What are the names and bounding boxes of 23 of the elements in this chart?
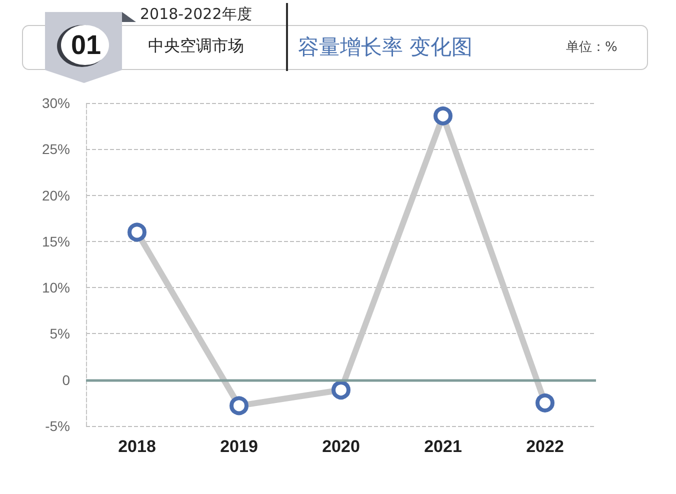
- chart-subtitle: 中央空调市场: [148, 36, 244, 56]
- point: [434, 106, 452, 126]
- y-tick-label: 0: [62, 372, 70, 388]
- y-tick-label: -5%: [45, 418, 70, 434]
- y-tick-label: 10%: [42, 280, 70, 296]
- text: 01: [70, 29, 102, 61]
- chart-title: 容量增长率 变化图: [298, 34, 473, 61]
- y-tick-label: 20%: [42, 187, 70, 204]
- x-tick-label: 2022: [526, 437, 564, 456]
- point: [128, 222, 146, 242]
- point: [332, 380, 350, 400]
- y-tick-label: 5%: [50, 326, 70, 342]
- x-tick-label: 2019: [220, 437, 258, 456]
- point: [230, 396, 248, 416]
- x-tick-label: 2021: [424, 437, 462, 456]
- x-tick-label: 2020: [322, 437, 360, 456]
- text: 单位：%: [566, 39, 618, 57]
- y-tick-label: 15%: [42, 233, 70, 250]
- point: [536, 393, 554, 412]
- y-tick-label: 25%: [42, 141, 70, 158]
- x-tick-label: 2018: [118, 437, 156, 456]
- y-tick-label: 30%: [42, 95, 70, 111]
- text: 2018-2022年度: [140, 4, 252, 24]
